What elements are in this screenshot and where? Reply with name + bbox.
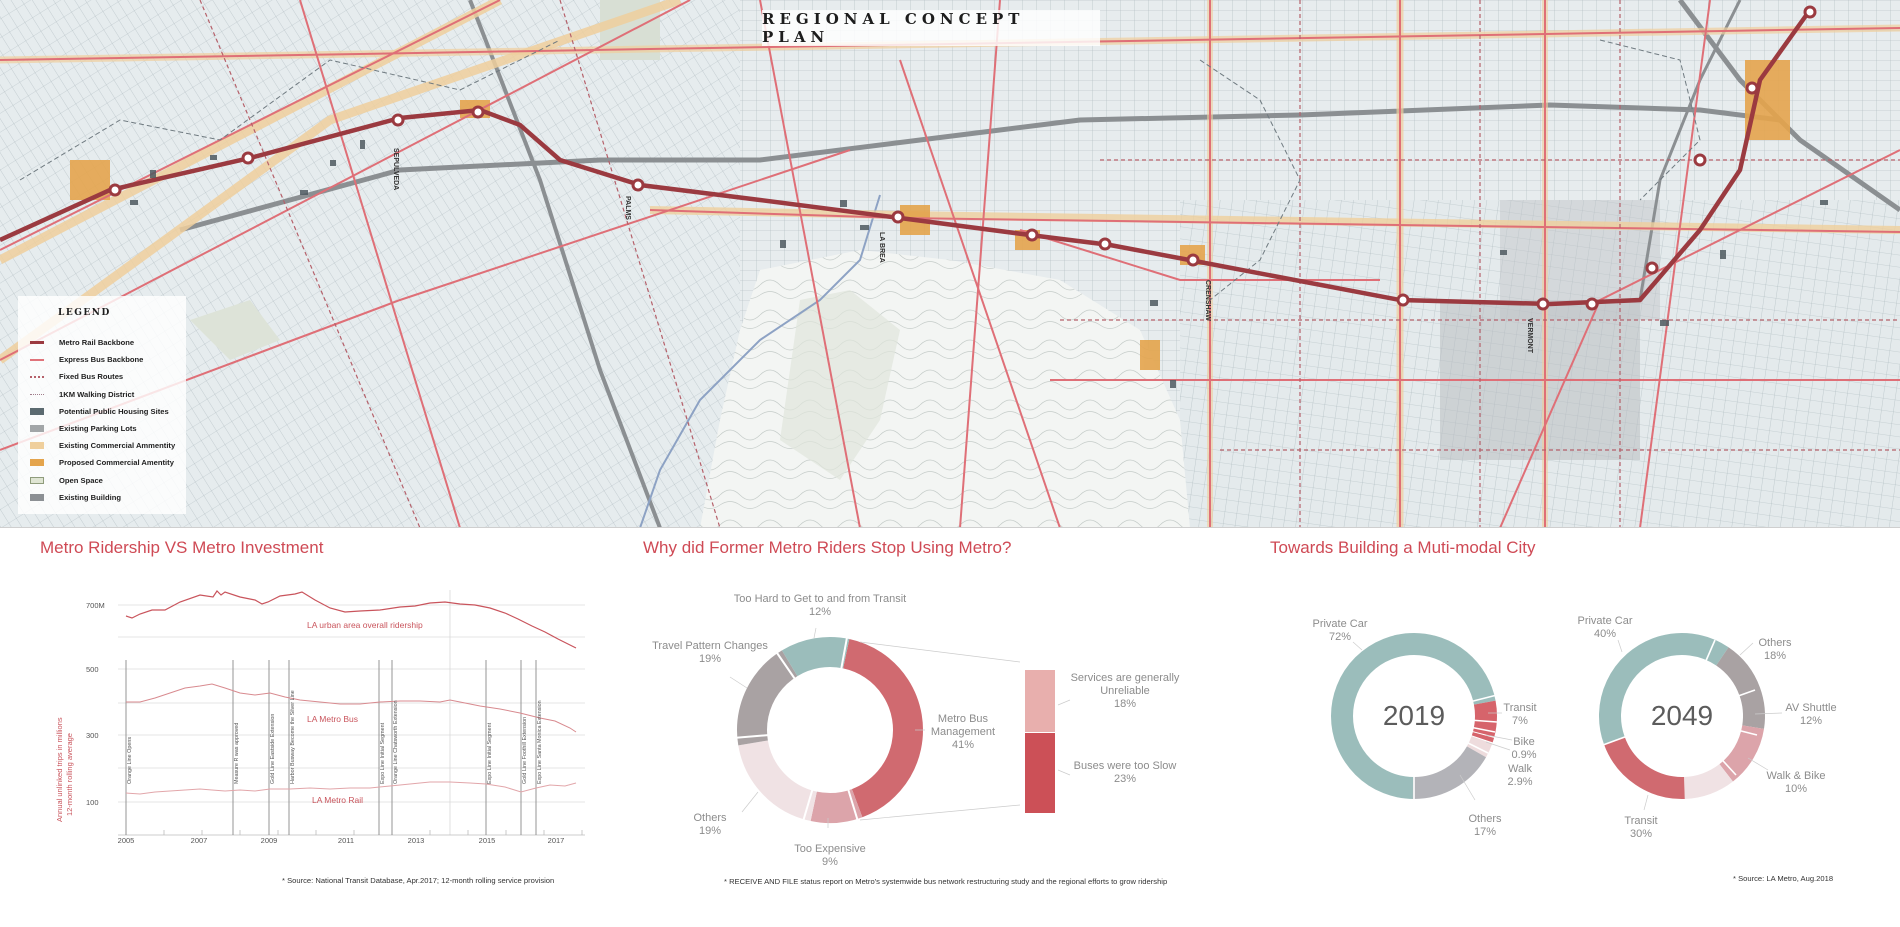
annotation-measure-r: Measure R was approved — [234, 723, 240, 784]
label-others: Others 19% — [693, 812, 727, 837]
series-label-overall: LA urban area overall ridership — [307, 620, 423, 630]
label-2019-walk: Walk 2.9% — [1507, 763, 1533, 788]
modal-section-title: Towards Building a Muti-modal City — [1270, 538, 1536, 557]
y-tick-700: 700M — [86, 601, 105, 610]
existing-building-swatch-icon — [30, 493, 44, 501]
label-unreliable: Services are generally Unreliable 18% — [1070, 672, 1180, 710]
map-title-box: REGIONAL CONCEPT PLAN — [762, 10, 1100, 46]
reasons-section-title: Why did Former Metro Riders Stop Using M… — [643, 538, 1012, 557]
reasons-donut-chart: Too Hard to Get to and from Transit 12% T… — [640, 580, 1200, 880]
annotation-expo-initial-1: Expo Line Initial Segment — [380, 722, 386, 784]
label-2019-others: Others 17% — [1468, 813, 1502, 838]
x-tick-2015: 2015 — [479, 836, 496, 845]
proposed-commercial-swatch-icon — [30, 459, 44, 467]
metro-rail-line-icon — [30, 341, 44, 345]
map-canvas: SEPULVEDA PALMS LA BREA CRENSHAW VERMONT — [0, 0, 1900, 527]
year-2049: 2049 — [1650, 700, 1714, 731]
label-2049-private-car: Private Car 40% — [1577, 615, 1633, 640]
walking-district-dashed-icon — [30, 393, 44, 395]
annotation-orange-line-opens: Orange Line Opens — [127, 737, 133, 784]
x-tick-2007: 2007 — [191, 836, 208, 845]
label-travel-pattern: Travel Pattern Changes 19% — [652, 640, 768, 665]
label-2049-walk-bike: Walk & Bike 10% — [1766, 770, 1826, 795]
legend-item-open-space: Open Space — [30, 472, 186, 489]
donut-2049-canvas — [1599, 633, 1783, 811]
annotation-silver-line: Harbor Busway Become the Silver Line — [290, 690, 296, 784]
label-2019-bike: Bike 0.9% — [1511, 736, 1537, 761]
x-tick-2011: 2011 — [338, 836, 354, 845]
street-label-crenshaw: CRENSHAW — [1204, 280, 1211, 321]
ridership-section-title: Metro Ridership VS Metro Investment — [40, 538, 324, 557]
street-label-sepulveda: SEPULVEDA — [392, 148, 399, 190]
street-label-vermont: VERMONT — [1526, 318, 1533, 354]
reasons-source-note: * RECEIVE AND FILE status report on Metr… — [724, 877, 1168, 886]
legend-item-public-housing: Potential Public Housing Sites — [30, 403, 186, 420]
modal-source-note: * Source: LA Metro, Aug.2018 — [1733, 874, 1834, 883]
legend-item-existing-commercial: Existing Commercial Ammentity — [30, 437, 186, 454]
legend-item-metro-rail: Metro Rail Backbone — [30, 334, 186, 351]
annotation-expo-initial-2: Expo Line Initial Segment — [487, 722, 493, 784]
legend-item-fixed-bus: Fixed Bus Routes — [30, 368, 186, 385]
ridership-source-note: * Source: National Transit Database, Apr… — [282, 876, 555, 885]
fixed-bus-dashed-icon — [30, 375, 44, 378]
series-label-rail: LA Metro Rail — [312, 795, 363, 805]
legend-item-parking-lots: Existing Parking Lots — [30, 420, 186, 437]
label-2019-transit: Transit 7% — [1503, 702, 1537, 727]
y-tick-500: 500 — [86, 665, 99, 674]
annotation-gold-line-eastside: Gold Line Eastside Extension — [270, 714, 276, 784]
year-2019: 2019 — [1382, 700, 1446, 731]
legend-item-walking-district: 1KM Walking District — [30, 386, 186, 403]
legend-title: LEGEND — [58, 308, 111, 318]
express-bus-line-icon — [30, 358, 44, 361]
label-metro-bus-management: Metro Bus Management 41% — [930, 713, 996, 751]
modal-donut-2049: 2049 Private Car 40% Others 18% AV Shuttle… — [1570, 610, 1860, 850]
label-2049-transit: Transit 30% — [1624, 815, 1658, 840]
series-label-bus: LA Metro Bus — [307, 714, 358, 724]
annotation-gold-foothill: Gold Line Foothill Extension — [522, 717, 528, 784]
label-too-slow: Buses were too Slow 23% — [1073, 760, 1177, 785]
x-tick-2013: 2013 — [408, 836, 425, 845]
label-2049-others: Others 18% — [1758, 637, 1792, 662]
ridership-line-chart: Orange Line Opens Measure R was approved… — [40, 580, 600, 860]
y-tick-100: 100 — [86, 798, 99, 807]
donut-2019-canvas — [1331, 633, 1513, 801]
y-axis-label: Annual unlinked trips in millions 12-mon… — [55, 715, 74, 822]
ridership-chart-canvas: Orange Line Opens Measure R was approved… — [55, 590, 585, 845]
parking-lots-swatch-icon — [30, 425, 44, 433]
annotation-orange-chatsworth: Orange Line Chatsworth Extension — [393, 700, 399, 784]
modal-donut-2019: 2019 Private Car 72% Transit 7% Bike 0.9% W… — [1300, 610, 1580, 850]
street-label-palms: PALMS — [624, 196, 631, 220]
breakdown-bar-too-slow — [1025, 733, 1055, 813]
label-too-hard: Too Hard to Get to and from Transit 12% — [733, 593, 907, 618]
open-space-swatch-icon — [30, 476, 44, 484]
x-tick-2017: 2017 — [548, 836, 565, 845]
label-too-expensive: Too Expensive 9% — [794, 843, 866, 868]
street-label-la-brea: LA BREA — [878, 232, 885, 263]
x-tick-2009: 2009 — [261, 836, 278, 845]
public-housing-swatch-icon — [30, 407, 44, 415]
legend-item-proposed-commercial: Proposed Commercial Amentity — [30, 454, 186, 471]
annotation-expo-santa-monica: Expo Line Santa Monica Extension — [537, 700, 543, 784]
regional-concept-map[interactable]: SEPULVEDA PALMS LA BREA CRENSHAW VERMONT… — [0, 0, 1900, 528]
map-legend: LEGEND Metro Rail Backbone Express Bus B… — [18, 296, 186, 514]
existing-commercial-swatch-icon — [30, 442, 44, 450]
label-2049-av-shuttle: AV Shuttle 12% — [1785, 702, 1837, 727]
reasons-chart-canvas — [729, 627, 1071, 829]
x-tick-2005: 2005 — [118, 836, 135, 845]
label-2019-private-car: Private Car 72% — [1312, 618, 1368, 643]
legend-item-express-bus: Express Bus Backbone — [30, 351, 186, 368]
breakdown-bar-unreliable — [1025, 670, 1055, 732]
y-tick-300: 300 — [86, 731, 99, 740]
legend-item-existing-building: Existing Building — [30, 489, 186, 506]
map-title: REGIONAL CONCEPT PLAN — [762, 10, 1025, 46]
